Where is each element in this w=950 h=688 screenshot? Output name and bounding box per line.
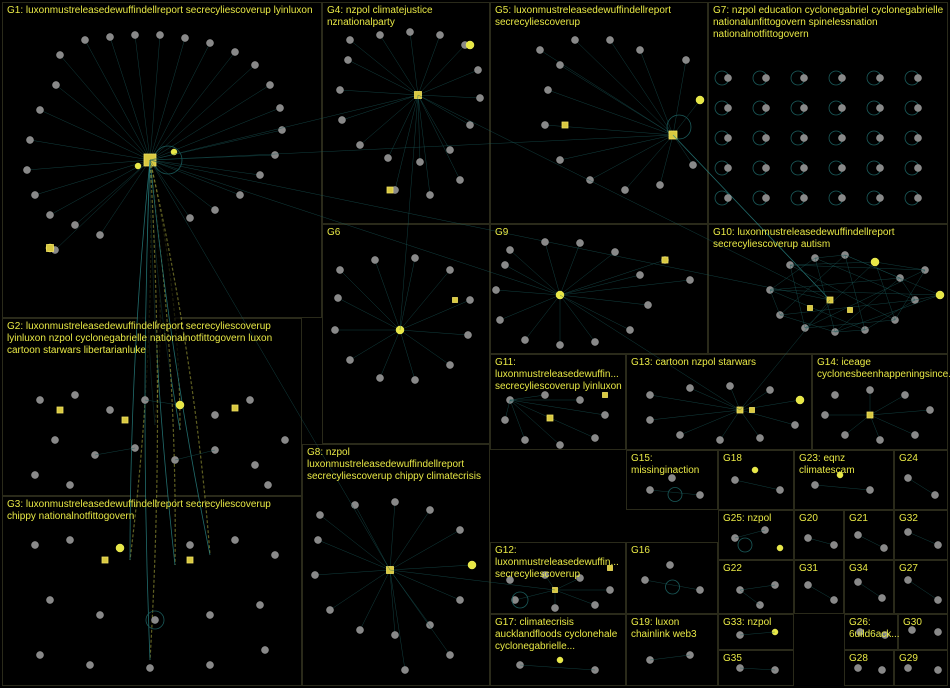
network-graph [0, 0, 950, 688]
